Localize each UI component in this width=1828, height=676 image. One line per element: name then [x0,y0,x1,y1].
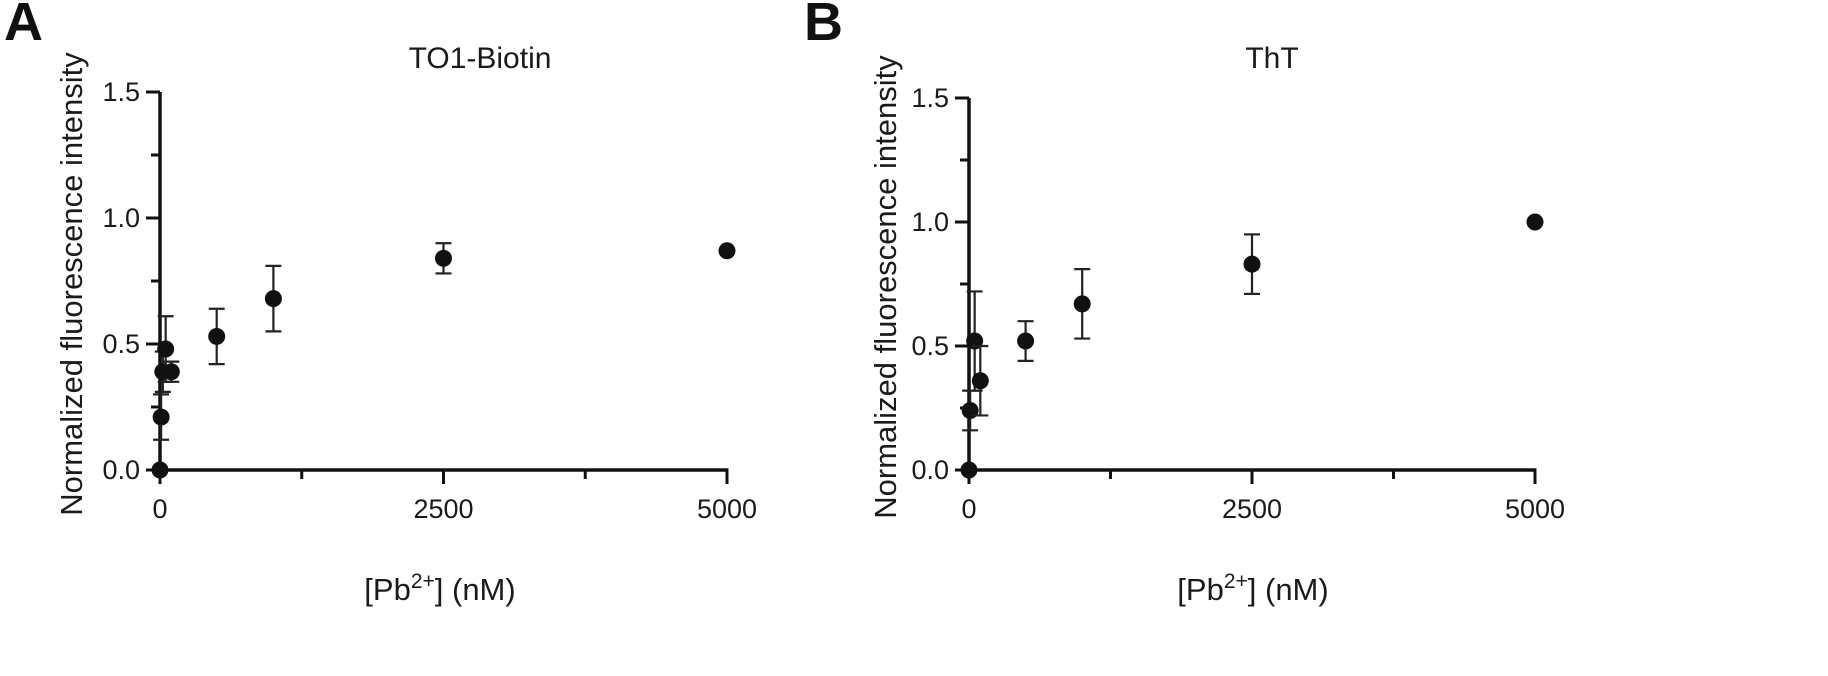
x-tick-label: 2500 [413,494,473,524]
x-axis-label-superscript: 2+ [1224,570,1248,593]
y-tick-label: 1.0 [102,203,140,233]
y-tick-label: 1.5 [911,83,949,113]
x-tick-label: 2500 [1222,494,1282,524]
x-tick-label: 0 [961,494,976,524]
x-axis-label-tail: ] (nM) [1248,572,1329,607]
panel-letter: A [4,0,43,52]
chart-panel-b: B ThT 0.0 0.5 1.0 1.5 0 2500 5000 Normalized fluo… [804,0,1565,607]
data-point [162,363,180,381]
x-axis-label: [Pb2+] (nM) [1177,570,1328,607]
y-tick-label: 0.0 [911,455,949,485]
data-point [1526,213,1544,231]
data-point [1073,295,1091,313]
data-point [718,242,736,260]
data-point [264,290,282,308]
x-axis-label-main: [Pb [364,572,411,607]
data-point [1243,255,1261,273]
data-point [435,249,452,267]
y-tick-label: 1.0 [911,207,949,237]
data-point [1017,332,1035,350]
y-tick-label: 0.0 [102,455,140,485]
y-tick-label: 1.5 [102,77,140,107]
y-tick-label: 0.5 [911,331,949,361]
x-tick-label: 0 [152,494,167,524]
chart-title: TO1-Biotin [409,42,552,75]
x-tick-label: 5000 [1505,494,1565,524]
chart-title: ThT [1245,42,1298,75]
chart-panel-a: A TO1-Biotin 0.0 0.5 1.0 1.5 0 2500 5000 Normaliz… [4,0,757,607]
x-axis-label: [Pb2+] (nM) [364,570,515,607]
y-axis-label: Normalized fluorescence intensity [868,55,903,519]
panel-letter: B [804,0,843,52]
data-point [151,461,169,479]
y-axis-label: Normalized fluorescence intensity [54,52,89,516]
x-tick-label: 5000 [697,494,757,524]
data-point [208,327,226,345]
x-axis-label-superscript: 2+ [411,570,435,593]
data-point [157,340,175,358]
data-point [960,461,978,479]
y-tick-label: 0.5 [102,329,140,359]
x-axis-label-main: [Pb [1177,572,1224,607]
data-point [152,408,170,426]
x-axis-label-tail: ] (nM) [435,572,516,607]
data-point [971,372,989,390]
